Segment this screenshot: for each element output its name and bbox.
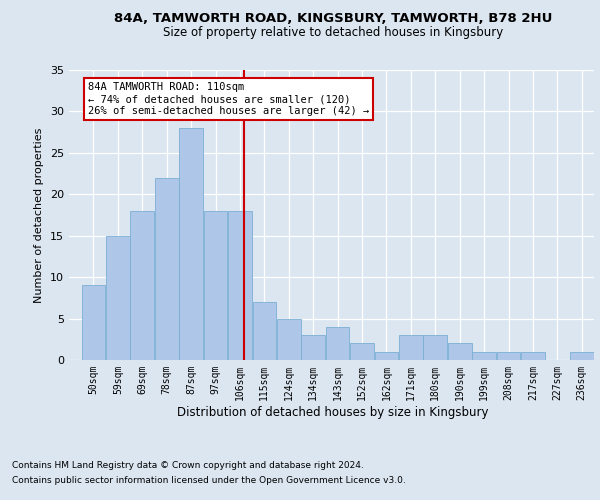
Text: Contains public sector information licensed under the Open Government Licence v3: Contains public sector information licen… (12, 476, 406, 485)
Bar (301, 335, 325, 360)
Bar (350, 344, 374, 360)
Bar (399, 335, 423, 360)
Bar (106, 236, 130, 360)
Bar (277, 318, 301, 360)
Text: 84A, TAMWORTH ROAD, KINGSBURY, TAMWORTH, B78 2HU: 84A, TAMWORTH ROAD, KINGSBURY, TAMWORTH,… (114, 12, 552, 26)
Bar (472, 352, 496, 360)
Text: Size of property relative to detached houses in Kingsbury: Size of property relative to detached ho… (163, 26, 503, 39)
Bar (521, 352, 545, 360)
Bar (374, 352, 398, 360)
Bar (448, 344, 472, 360)
Bar (497, 352, 520, 360)
Bar (326, 327, 349, 360)
Bar (179, 128, 203, 360)
Text: 84A TAMWORTH ROAD: 110sqm
← 74% of detached houses are smaller (120)
26% of semi: 84A TAMWORTH ROAD: 110sqm ← 74% of detac… (88, 82, 369, 116)
Text: Distribution of detached houses by size in Kingsbury: Distribution of detached houses by size … (177, 406, 489, 419)
Bar (253, 302, 276, 360)
Bar (155, 178, 179, 360)
Y-axis label: Number of detached properties: Number of detached properties (34, 128, 44, 302)
Bar (570, 352, 593, 360)
Bar (203, 211, 227, 360)
Bar (82, 286, 105, 360)
Bar (424, 335, 447, 360)
Bar (228, 211, 252, 360)
Bar (130, 211, 154, 360)
Text: Contains HM Land Registry data © Crown copyright and database right 2024.: Contains HM Land Registry data © Crown c… (12, 461, 364, 470)
